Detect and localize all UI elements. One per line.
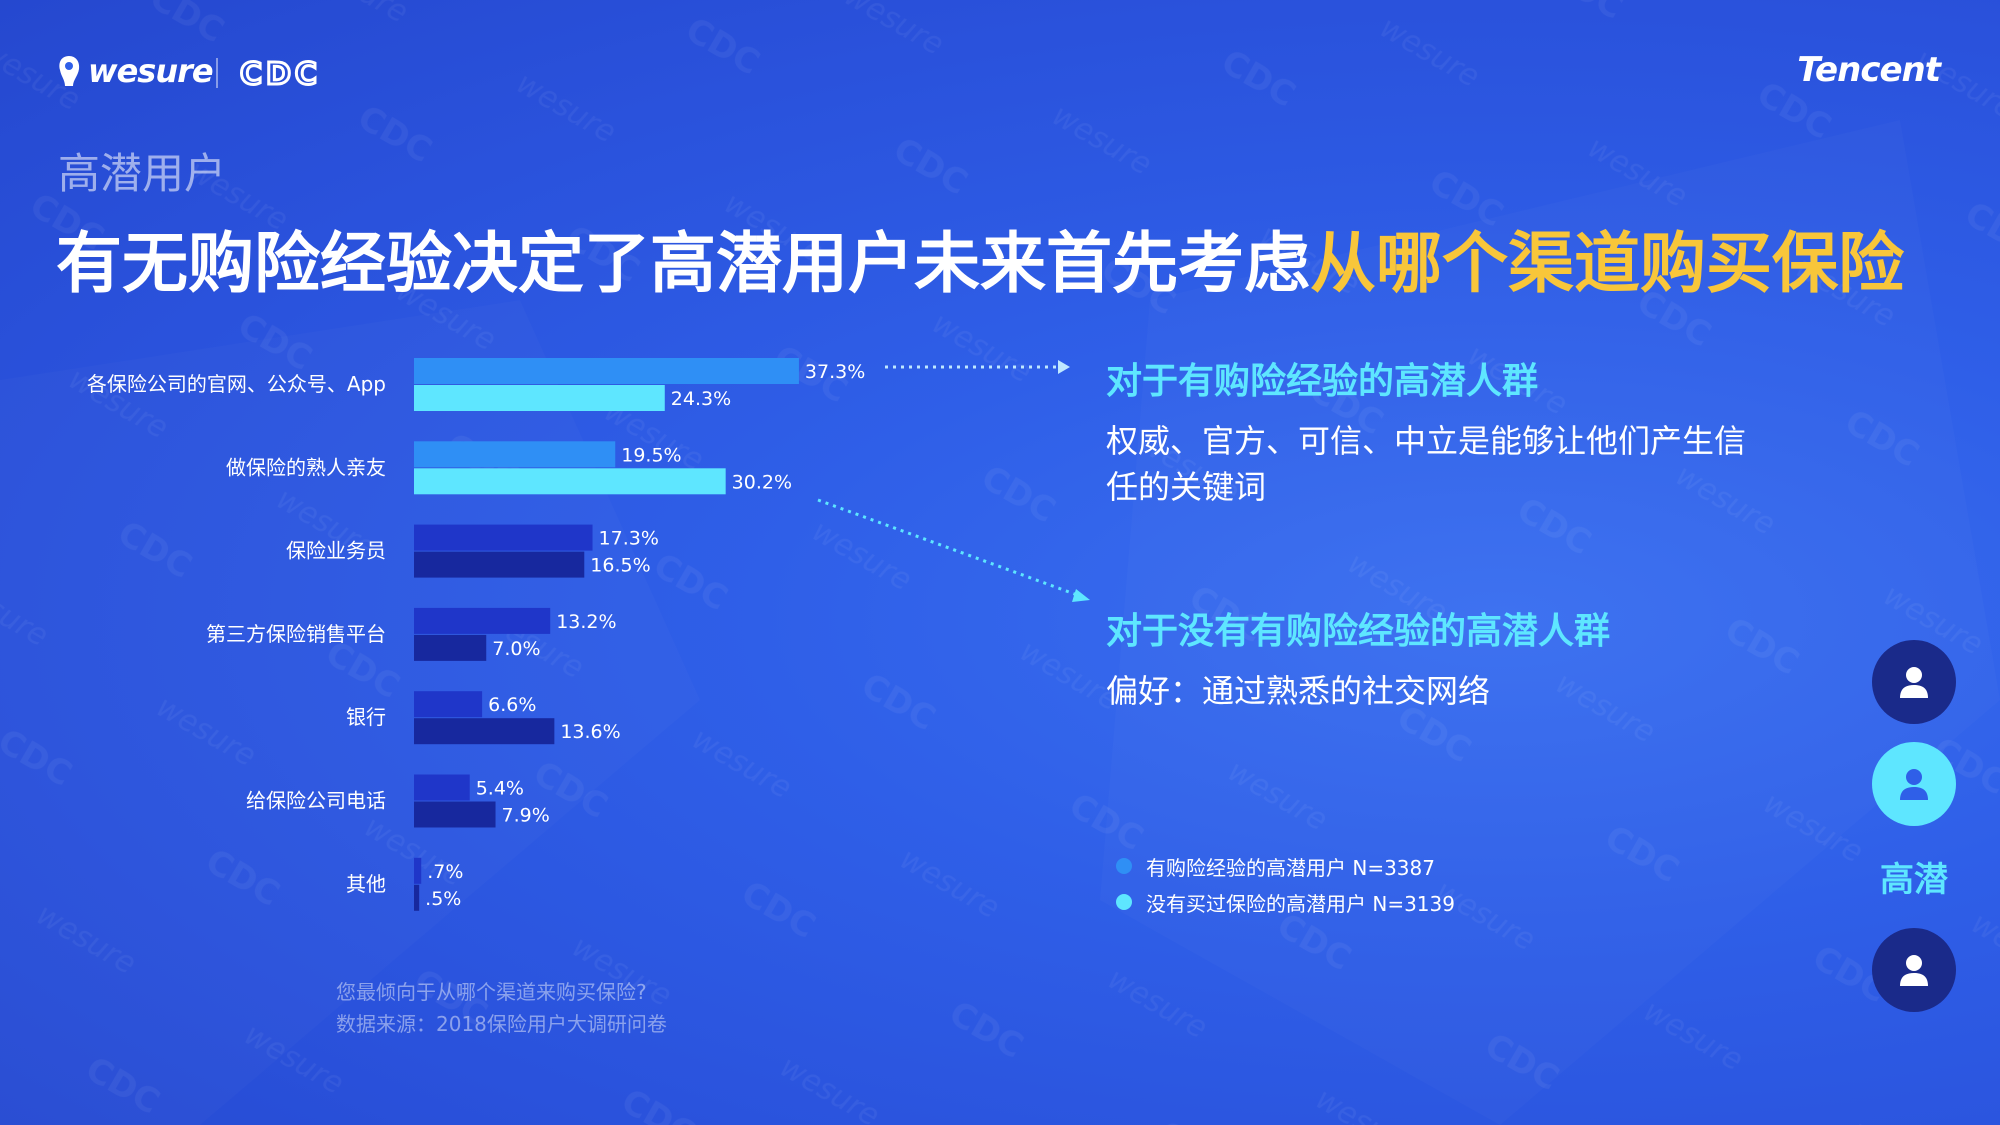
tencent-logo: Tencent <box>1797 50 1941 90</box>
wesure-logo: wesure <box>56 52 214 90</box>
data-label: 19.5% <box>621 444 681 466</box>
legend-label: 有购险经验的高潜用户 N=3387 <box>1146 855 1435 880</box>
data-label: 37.3% <box>805 361 865 383</box>
bar-new <box>414 385 665 411</box>
bar-experienced <box>414 607 551 634</box>
data-label: 13.6% <box>560 721 620 743</box>
category-label: 各保险公司的官网、公众号、App <box>87 372 386 396</box>
page-title-highlight: 从哪个渠道购买保险 <box>1310 225 1904 302</box>
bar-new <box>414 634 487 661</box>
data-label: 24.3% <box>671 388 731 410</box>
legend-label: 没有买过保险的高潜用户 N=3139 <box>1146 891 1455 916</box>
bar-new <box>414 718 555 745</box>
footnote: 您最倾向于从哪个渠道来购买保险? 数据来源：2018保险用户大调研问卷 <box>336 976 667 1040</box>
bar-new <box>414 551 585 578</box>
chart-legend: 有购险经验的高潜用户 N=3387 没有买过保险的高潜用户 N=3139 <box>1116 848 1455 920</box>
legend-item: 没有买过保险的高潜用户 N=3139 <box>1116 884 1455 920</box>
category-label: 第三方保险销售平台 <box>206 622 386 646</box>
legend-swatch <box>1116 858 1132 874</box>
wesure-logo-text: wesure <box>88 52 214 90</box>
avatar <box>1872 928 1956 1012</box>
footnote-source: 数据来源：2018保险用户大调研问卷 <box>336 1012 667 1036</box>
page-title: 有无购险经验决定了高潜用户未来首先考虑从哪个渠道购买保险 <box>56 210 1904 306</box>
category-label: 保险业务员 <box>286 539 386 563</box>
bar-experienced <box>414 774 470 801</box>
data-label: 30.2% <box>732 471 792 493</box>
connector-arrows <box>817 360 1090 602</box>
data-label: 7.0% <box>492 638 540 660</box>
bar-experienced <box>414 441 616 468</box>
section-kicker: 高潜用户 <box>58 149 227 198</box>
data-label: 17.3% <box>599 528 659 550</box>
bar-experienced <box>414 358 799 384</box>
bar-new <box>414 468 726 495</box>
category-label: 给保险公司电话 <box>246 789 386 813</box>
data-label: 7.9% <box>502 805 550 827</box>
callout-new: 对于没有有购险经验的高潜人群 偏好：通过熟悉的社交网络 <box>1106 602 1746 714</box>
category-label: 做保险的熟人亲友 <box>226 455 386 479</box>
footnote-question: 您最倾向于从哪个渠道来购买保险? <box>336 980 647 1004</box>
avatar <box>1872 640 1956 724</box>
avatar-highlighted <box>1872 742 1956 826</box>
cdc-logo-text: CDC <box>240 58 321 88</box>
avatar-label: 高潜 <box>1880 860 1948 900</box>
data-label: 5.4% <box>476 778 524 800</box>
page-title-main: 有无购险经验决定了高潜用户未来首先考虑 <box>56 225 1310 302</box>
callout-title: 对于没有有购险经验的高潜人群 <box>1106 611 1611 652</box>
data-label: 16.5% <box>590 555 650 577</box>
chart-bars: 各保险公司的官网、公众号、App 37.3% 24.3% 做保险的熟人亲友 19.5% 3… <box>87 358 865 911</box>
data-label: .5% <box>425 888 461 910</box>
cdc-logo: CDC <box>240 58 321 88</box>
callout-body: 权威、官方、可信、中立是能够让他们产生信任的关键词 <box>1106 422 1747 506</box>
bar-new <box>414 884 420 911</box>
callout-body: 偏好：通过熟悉的社交网络 <box>1106 672 1491 710</box>
category-label: 其他 <box>346 872 386 896</box>
user-icon <box>1900 955 1928 986</box>
data-label: .7% <box>427 861 463 883</box>
bar-experienced <box>414 524 593 551</box>
data-label: 13.2% <box>556 611 616 633</box>
bar-new <box>414 801 496 828</box>
user-icon <box>1900 769 1928 800</box>
bar-experienced <box>414 857 422 884</box>
logo-divider <box>216 58 218 88</box>
user-icon <box>1900 667 1928 698</box>
legend-swatch <box>1116 894 1132 910</box>
data-label: 6.6% <box>488 694 536 716</box>
wesure-mark-icon <box>59 56 80 86</box>
callout-experienced: 对于有购险经验的高潜人群 权威、官方、可信、中立是能够让他们产生信任的关键词 <box>1106 352 1746 510</box>
category-label: 银行 <box>346 705 386 729</box>
legend-item: 有购险经验的高潜用户 N=3387 <box>1116 848 1455 884</box>
bar-experienced <box>414 691 483 718</box>
callout-title: 对于有购险经验的高潜人群 <box>1106 361 1539 402</box>
